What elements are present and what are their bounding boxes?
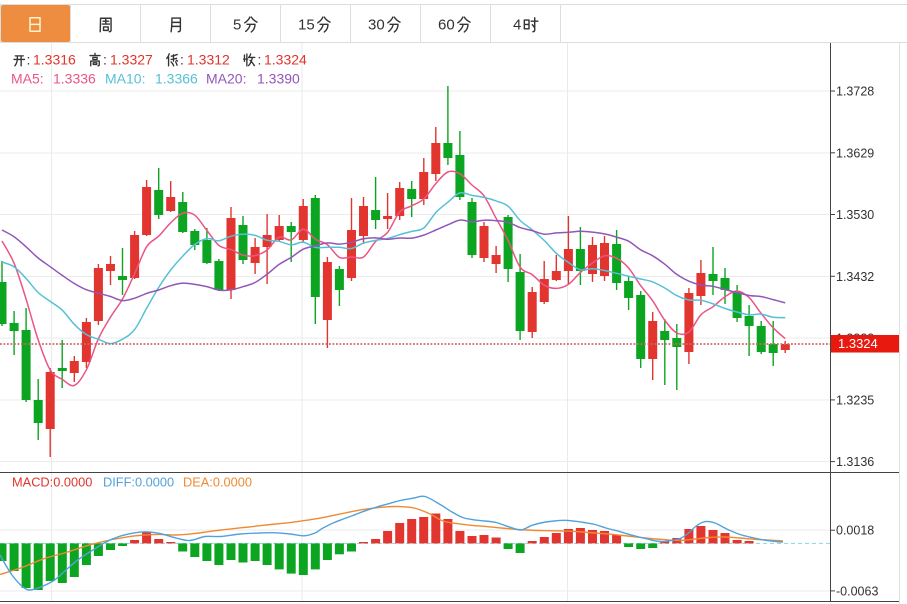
svg-text:1.3728: 1.3728 (836, 85, 874, 99)
svg-text:1.3336: 1.3336 (53, 71, 96, 87)
svg-text:4: 4 (513, 17, 521, 34)
svg-text:0.0018: 0.0018 (836, 524, 874, 538)
svg-text:DIFF:0.0000: DIFF:0.0000 (103, 475, 174, 490)
svg-text:MA20:: MA20: (206, 71, 246, 87)
svg-text:-0.0063: -0.0063 (836, 584, 878, 598)
svg-text::: : (258, 52, 262, 68)
svg-text:1.3316: 1.3316 (33, 52, 76, 68)
svg-text:DEA:0.0000: DEA:0.0000 (183, 475, 252, 490)
svg-text:1.3629: 1.3629 (836, 146, 874, 160)
svg-text:1.3324: 1.3324 (838, 336, 878, 351)
svg-text:30: 30 (368, 17, 385, 34)
svg-text:1.3390: 1.3390 (257, 71, 300, 87)
svg-text::: : (180, 52, 184, 68)
svg-text:1.3312: 1.3312 (187, 52, 230, 68)
svg-text:MA5:: MA5: (11, 71, 44, 87)
svg-text:5: 5 (233, 17, 241, 34)
svg-text:MACD:0.0000: MACD:0.0000 (12, 475, 92, 490)
svg-text:1.3327: 1.3327 (110, 52, 153, 68)
svg-text:1.3366: 1.3366 (155, 71, 198, 87)
svg-text:1.3235: 1.3235 (836, 393, 874, 407)
svg-text::: : (27, 52, 31, 68)
svg-text:1.3136: 1.3136 (836, 455, 874, 469)
svg-text:1.3324: 1.3324 (264, 52, 307, 68)
svg-text:1.3432: 1.3432 (836, 270, 874, 284)
svg-text:MA10:: MA10: (105, 71, 145, 87)
svg-text:60: 60 (438, 17, 455, 34)
svg-text:1.3530: 1.3530 (836, 208, 874, 222)
svg-text:15: 15 (298, 17, 315, 34)
svg-text::: : (103, 52, 107, 68)
